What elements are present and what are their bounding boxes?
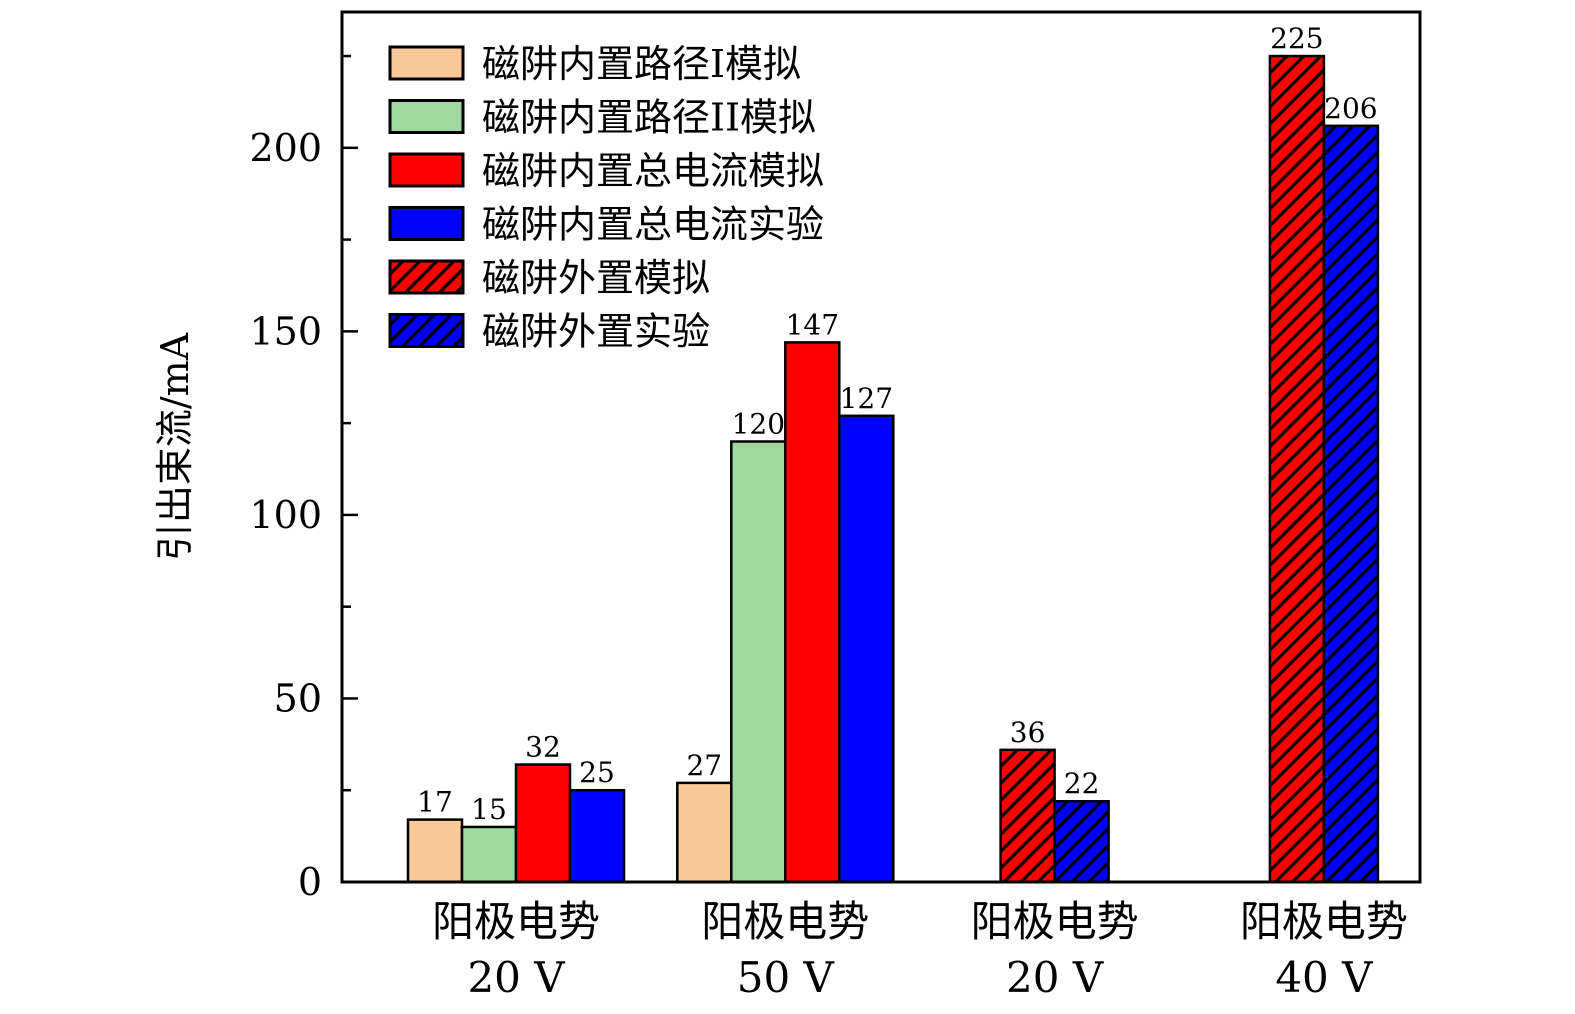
bar	[460, 825, 518, 884]
data-label: 147	[786, 308, 839, 341]
legend-swatch	[388, 45, 465, 81]
y-axis-label: 引出束流/mA	[153, 332, 197, 561]
x-tick-label: 阳极电势	[432, 897, 600, 946]
data-label: 22	[1064, 767, 1100, 800]
axes-layer: 0 50 100 150 200	[249, 10, 1422, 904]
data-label: 27	[686, 749, 722, 782]
data-label: 120	[732, 407, 785, 440]
legend-swatch	[388, 152, 465, 188]
x-tick-label: 阳极电势	[701, 897, 869, 946]
data-label: 127	[840, 382, 893, 415]
bars-layer: 17 15 32 25 阳极电势 20 V 27 120 147 127 阳极电势 50 V 36 22 阳…	[406, 22, 1408, 1002]
x-tick-label: 阳极电势	[1240, 897, 1408, 946]
legend-swatch	[388, 259, 465, 295]
data-label: 25	[579, 756, 615, 789]
data-label: 32	[525, 731, 561, 764]
legend-swatch	[388, 313, 465, 348]
data-label: 15	[471, 793, 507, 826]
bar	[730, 440, 787, 884]
y-tick-label: 150	[249, 309, 322, 353]
bar	[406, 818, 464, 884]
y-tick-label: 0	[298, 860, 322, 904]
bar	[514, 763, 572, 884]
bar	[1322, 124, 1380, 884]
y-tick-label: 100	[249, 493, 322, 537]
legend-label: 磁阱外置实验	[482, 310, 710, 354]
bar	[999, 748, 1056, 884]
y-tick-label: 200	[249, 126, 322, 170]
x-tick-label: 50 V	[737, 953, 835, 1002]
legend-swatch	[388, 99, 465, 134]
bar	[1268, 54, 1326, 884]
legend-label: 磁阱内置总电流模拟	[482, 149, 824, 193]
legend-label: 磁阱内置总电流实验	[482, 203, 824, 247]
x-tick-label: 40 V	[1275, 953, 1373, 1002]
legend-label: 磁阱内置路径II模拟	[482, 96, 816, 140]
y-tick-label: 50	[274, 676, 322, 720]
plot-frame	[340, 10, 1422, 884]
bar	[568, 788, 626, 884]
data-label: 206	[1324, 92, 1377, 125]
bar	[784, 341, 841, 884]
bar	[1053, 799, 1110, 884]
bar	[676, 781, 733, 884]
data-label: 17	[417, 786, 453, 819]
legend-swatch	[388, 206, 465, 241]
legend-label: 磁阱外置模拟	[482, 256, 710, 300]
data-label: 225	[1270, 22, 1323, 55]
legend: 磁阱内置路径I模拟磁阱内置路径II模拟磁阱内置总电流模拟磁阱内置总电流实验磁阱外…	[388, 42, 824, 354]
bar	[838, 414, 895, 884]
x-tick-label: 20 V	[467, 953, 565, 1002]
x-tick-label: 20 V	[1006, 953, 1104, 1002]
legend-label: 磁阱内置路径I模拟	[482, 42, 801, 86]
x-tick-label: 阳极电势	[971, 897, 1139, 946]
data-label: 36	[1010, 716, 1046, 749]
